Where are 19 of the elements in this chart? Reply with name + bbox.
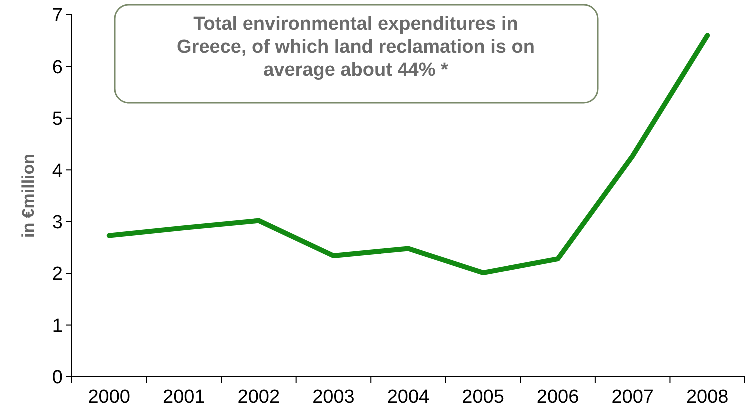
y-tick-label: 1 <box>52 316 63 337</box>
y-tick-label: 5 <box>52 109 63 130</box>
y-tick-label: 6 <box>52 57 63 78</box>
x-tick-label: 2002 <box>238 387 280 408</box>
x-tick-label: 2006 <box>536 387 580 408</box>
y-tick-label: 7 <box>52 6 63 27</box>
y-tick-label: 4 <box>52 160 64 182</box>
x-tick-label: 2003 <box>312 387 355 408</box>
text: Total environmental expenditures in Greece, of which land reclamation is on average about 44% * <box>177 14 535 81</box>
y-tick-label: 0 <box>52 368 63 389</box>
x-tick-label: 2007 <box>612 387 654 408</box>
y-tick-label: 2 <box>52 264 63 286</box>
x-tick-label: 2001 <box>163 387 206 408</box>
x-tick-label: 2000 <box>88 387 131 408</box>
y-axis-title: in €million <box>19 154 38 238</box>
x-tick-label: 2004 <box>387 387 430 408</box>
x-tick-label: 2008 <box>686 387 729 408</box>
y-tick-label: 3 <box>52 212 63 234</box>
x-tick-label: 2005 <box>462 387 504 408</box>
